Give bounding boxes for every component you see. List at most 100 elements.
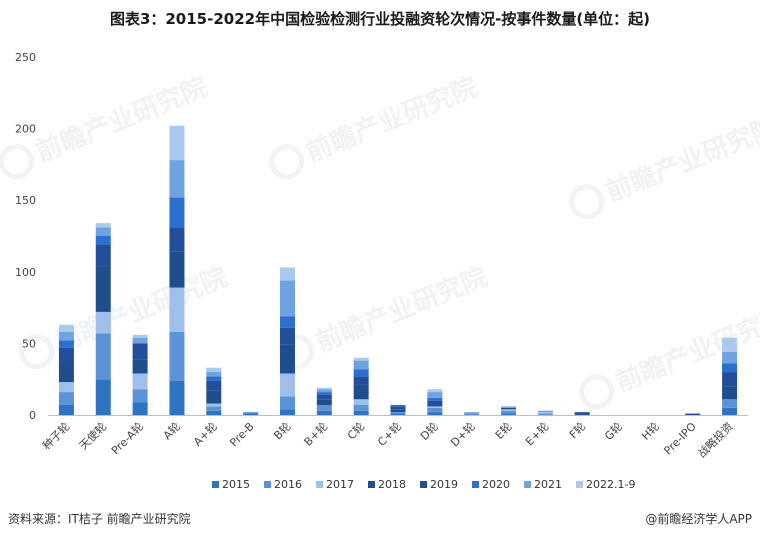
bar-segment (390, 409, 406, 413)
watermark-logo-icon (19, 334, 55, 370)
bar-segment (427, 406, 443, 408)
legend-label: 2017 (326, 478, 354, 491)
bar-segment (58, 362, 74, 383)
bar-segment (206, 406, 222, 411)
bar-segment (353, 399, 369, 405)
bar-segment (353, 360, 369, 370)
x-tick-label: E轮 (492, 419, 515, 442)
bar-segment (722, 372, 738, 387)
watermark-text: 前瞻产业研究院 (311, 261, 491, 358)
bar-segment (574, 413, 590, 415)
bar-segment (206, 372, 222, 377)
bar-segment (316, 399, 332, 405)
y-tick-label: 150 (15, 194, 36, 207)
bar-segment (501, 407, 517, 410)
legend-label: 2020 (482, 478, 510, 491)
bar-segment (722, 399, 738, 408)
bar-segment (390, 412, 406, 414)
watermark-logo: 前瞻产业研究院 (19, 261, 232, 370)
x-tick-label: Pre-B (227, 420, 256, 449)
bar-segment (169, 160, 185, 198)
bar-segment (169, 331, 185, 381)
x-tick-label: G轮 (601, 419, 625, 443)
legend-label: 2021 (534, 478, 562, 491)
bar-segment (58, 324, 74, 332)
legend-swatch (264, 481, 271, 488)
bar-segment (501, 409, 517, 411)
bar-segment (316, 392, 332, 395)
bar-segment (132, 373, 148, 390)
x-tick-label: E+轮 (522, 419, 551, 448)
watermark-logo-icon (569, 184, 605, 220)
bar-segment (353, 376, 369, 385)
y-tick-label: 0 (29, 409, 36, 422)
bar-segment (206, 390, 222, 404)
bar-segment (95, 311, 111, 334)
bar-segment (279, 267, 295, 281)
y-tick-label: 100 (15, 266, 36, 279)
bar-segment (58, 331, 74, 341)
watermark-text: 前瞻产业研究院 (601, 111, 760, 208)
x-tick-label: H轮 (638, 419, 662, 443)
bar-segment (390, 406, 406, 410)
x-tick-label: 种子轮 (39, 419, 72, 452)
bar-segment (243, 412, 259, 414)
watermark-logo-icon (579, 374, 615, 410)
watermark-text: 前瞻产业研究院 (611, 301, 760, 398)
bar-segment (464, 413, 480, 415)
bar-segment (279, 316, 295, 328)
bar-segment (206, 403, 222, 407)
bar-segment (95, 236, 111, 245)
bar-segment (95, 333, 111, 380)
bar-segment (279, 396, 295, 410)
bar-segment (58, 404, 74, 415)
y-tick-label: 50 (22, 337, 36, 350)
bar-segment (169, 125, 185, 161)
bar-segment (390, 413, 406, 415)
bar-segment (427, 392, 443, 398)
bar-segment (279, 327, 295, 345)
bar-segment (353, 357, 369, 361)
x-tick-label: D+轮 (448, 419, 478, 449)
x-tick-label: 天使轮 (76, 419, 109, 452)
footer-source: 资料来源：IT桔子 前瞻产业研究院 (8, 512, 191, 526)
bar-segment (427, 397, 443, 401)
bar-segment (316, 387, 332, 390)
legend-label: 2016 (274, 478, 302, 491)
bar-segment (58, 382, 74, 393)
legend-label: 2015 (222, 478, 250, 491)
watermark-logo: 前瞻产业研究院 (569, 111, 760, 220)
bar-segment (722, 407, 738, 415)
bar-segment (353, 384, 369, 400)
bar-segment (169, 227, 185, 252)
bar-segment (353, 410, 369, 415)
x-tick-label: B轮 (271, 419, 294, 442)
bar-segment (501, 410, 517, 414)
bar-segment (206, 410, 222, 415)
bar-segment (206, 367, 222, 373)
x-tick-label: F轮 (566, 419, 588, 441)
watermark-logo: 前瞻产业研究院 (279, 261, 492, 370)
x-tick-label: C+轮 (374, 419, 404, 449)
bar-segment (501, 413, 517, 415)
legend-label: 2019 (430, 478, 458, 491)
x-tick-label: C轮 (344, 419, 367, 442)
x-tick-label: 战略投资 (695, 419, 736, 460)
bar-segment (132, 359, 148, 374)
bar-segment (279, 409, 295, 415)
bar-segment (316, 394, 332, 400)
bar-segment (685, 413, 701, 415)
watermark-text: 前瞻产业研究院 (31, 71, 211, 168)
watermark-logo-icon (0, 144, 35, 180)
watermark-logo: 前瞻产业研究院 (269, 71, 482, 180)
legend-label: 2018 (378, 478, 406, 491)
bar-segment (95, 244, 111, 267)
bar-segment (279, 280, 295, 317)
x-tick-label: D轮 (417, 419, 441, 443)
bar-segment (316, 389, 332, 393)
legend-swatch (576, 481, 583, 488)
bar-segment (169, 251, 185, 288)
bar-segment (316, 404, 332, 411)
bar-segment (132, 402, 148, 415)
